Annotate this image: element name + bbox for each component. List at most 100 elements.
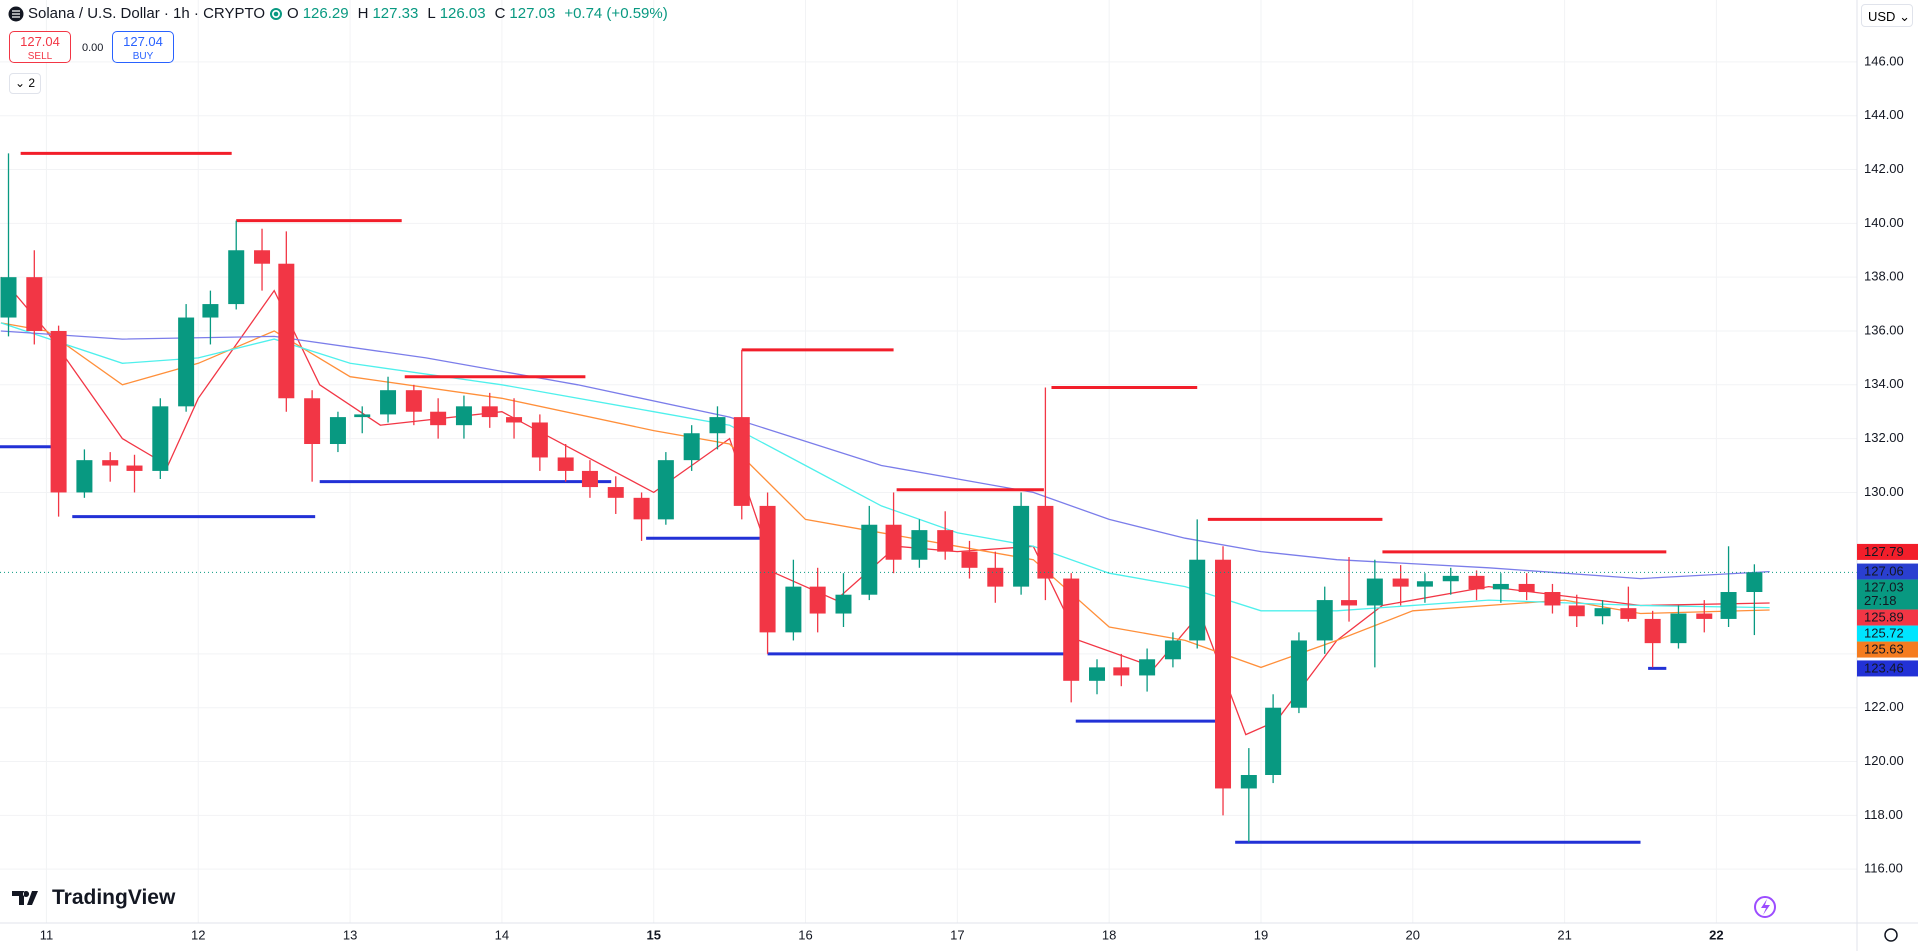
x-tick-label: 15 [646, 927, 660, 942]
y-tick-label: 144.00 [1864, 107, 1904, 122]
candle-body [683, 433, 700, 461]
price-tag-label: 125.72 [1864, 625, 1904, 640]
currency-select[interactable]: USD ⌄ [1861, 4, 1913, 27]
sell-price: 127.04 [20, 34, 60, 49]
candle-body [1518, 583, 1535, 593]
flash-icon[interactable] [1754, 896, 1776, 918]
brand: TradingView [12, 886, 175, 910]
candle-body [1670, 613, 1687, 644]
candle-body [1113, 667, 1130, 676]
candle-body [1620, 608, 1637, 619]
candle-body [937, 530, 954, 552]
symbol-icon [8, 6, 24, 21]
price-tag [1857, 563, 1918, 580]
candle-body [961, 551, 978, 568]
moving-average [0, 330, 1770, 580]
open: 126.29 [302, 5, 349, 22]
candle-body [1568, 605, 1585, 617]
candle-body [102, 460, 119, 466]
candle-body [885, 524, 902, 560]
close: 127.03 [509, 5, 556, 22]
status-dot [270, 7, 283, 20]
candle-body [785, 586, 802, 633]
candle-body [76, 460, 93, 493]
buy-button[interactable]: 127.04 BUY [112, 31, 174, 63]
candle-body [1013, 505, 1030, 587]
candle-body [380, 390, 397, 415]
candle-body [178, 317, 195, 407]
x-tick-label: 20 [1406, 927, 1420, 942]
candle-body [1442, 575, 1459, 582]
candle-body [1164, 640, 1181, 660]
candle-body [1416, 581, 1433, 587]
y-tick-label: 118.00 [1864, 807, 1903, 822]
change: +0.74 (+0.59%) [564, 5, 668, 22]
x-tick-label: 14 [495, 927, 509, 942]
moving-average [0, 322, 1770, 612]
price-tag-label: 127.79 [1864, 544, 1904, 559]
candle-body [809, 586, 826, 614]
axes: 146.00 144.00 142.00 140.00 138.00 136.00 134.… [40, 53, 1904, 942]
candle-body [26, 277, 43, 331]
indicator-toggle[interactable]: ⌄ 2 [9, 73, 41, 94]
price-tag-label: 125.89 [1864, 609, 1904, 624]
candle-body [1215, 559, 1232, 789]
symbol[interactable]: Solana / U.S. Dollar · 1h · CRYPTO [28, 5, 266, 22]
x-tick-label: 16 [798, 927, 812, 942]
spread: 0.00 [82, 42, 104, 54]
candle-body [1392, 578, 1409, 587]
price-tag-label: 123.46 [1864, 660, 1904, 675]
price-tags: 127.79 127.06127.0327:18125.89125.72125.6… [1857, 544, 1918, 677]
candle-body [1696, 613, 1713, 619]
candle-body [1189, 559, 1206, 641]
x-tick-label: 17 [950, 927, 964, 942]
brand-logo [12, 891, 38, 905]
candle-body [1063, 578, 1080, 681]
candle-body [1366, 578, 1383, 606]
x-tick-label: 19 [1254, 927, 1268, 942]
candle-body [1594, 608, 1611, 617]
candle-body [557, 457, 574, 471]
x-tick-label: 22 [1709, 927, 1723, 942]
y-tick-label: 120.00 [1864, 753, 1904, 768]
high-label: H [357, 5, 369, 22]
price-tag-label: 127.03 [1864, 579, 1904, 594]
settings-icon[interactable] [1884, 928, 1898, 942]
candle-body [0, 277, 17, 318]
candle-body [733, 417, 750, 506]
candle-body [861, 524, 878, 595]
y-tick-label: 146.00 [1864, 53, 1904, 68]
plot [0, 151, 1857, 844]
candle-body [228, 250, 245, 305]
candle-body [506, 417, 523, 423]
candle-body [1720, 592, 1737, 619]
candle-body [126, 465, 143, 471]
moving-average [0, 276, 1770, 736]
y-tick-label: 142.00 [1864, 161, 1904, 176]
candle-body [709, 417, 726, 434]
price-tag [1857, 641, 1918, 658]
flash-bolt [1761, 899, 1770, 915]
candle-body [152, 406, 169, 471]
open-label: O [287, 5, 299, 22]
candle-body [1139, 659, 1156, 676]
candle-body [835, 594, 852, 614]
candle-body [278, 263, 295, 399]
candle-body [1492, 583, 1509, 590]
candle-body [1240, 774, 1257, 789]
candle-body [531, 422, 548, 458]
low-label: L [427, 5, 436, 22]
moving-average [0, 322, 1770, 669]
price-tag [1857, 543, 1918, 560]
candle-body [1316, 600, 1333, 641]
x-tick-label: 11 [40, 927, 54, 942]
candle-body [50, 330, 67, 493]
candle-body [455, 406, 472, 426]
sell-button[interactable]: 127.04 SELL [9, 31, 71, 63]
y-tick-label: 140.00 [1864, 215, 1904, 230]
high: 127.33 [372, 5, 419, 22]
brand-name: TradingView [52, 886, 176, 909]
candle-body [1644, 618, 1661, 644]
price-tag [1857, 579, 1918, 610]
close-label: C [494, 5, 506, 22]
